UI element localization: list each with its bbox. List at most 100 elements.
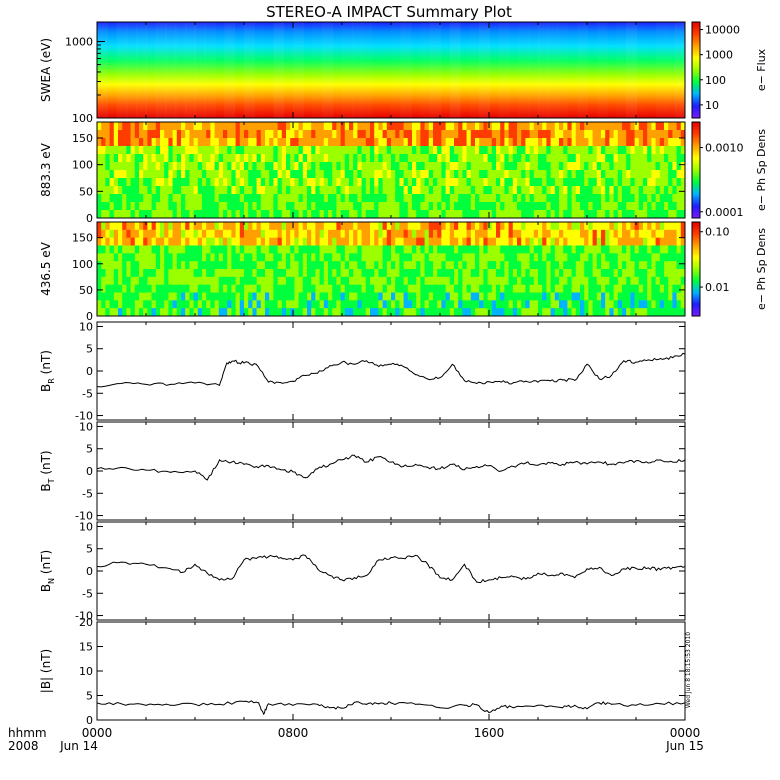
spectrogram-cell [437,245,442,254]
spectrogram-cell [546,261,552,270]
spectrogram-cell [336,284,342,294]
spectrogram-cell [382,300,388,309]
spectrogram-cell [449,237,455,247]
spectrogram-cell [647,122,652,131]
spectrogram-cell [151,210,157,218]
spectrogram-cell [672,284,678,294]
spectrogram-cell [235,261,241,270]
spectrogram-cell [126,146,132,155]
spectrogram-cell [592,253,598,262]
spectrogram-cell [563,222,568,231]
spectrogram-cell [185,222,190,231]
spectrogram-cell [315,292,321,301]
spectrogram-cell [651,194,657,203]
spectrogram-cell [328,154,333,163]
spectrogram-cell [517,222,522,231]
spectrogram-cell [332,178,337,187]
spectrogram-cell [281,276,287,286]
spectrogram-cell [680,130,685,139]
spectrogram-cell [332,202,337,211]
spectrogram-cell [634,210,640,218]
spectrogram-cell [202,122,207,131]
y-tick-label: 0 [86,365,93,378]
spectrogram-cell [122,292,127,301]
spectrogram-cell [143,284,148,294]
spectrogram-cell [210,202,216,211]
spectrogram-cell [601,276,606,286]
spectrogram-cell [466,276,472,286]
spectrogram-cell [491,237,497,247]
spectrogram-cell [517,237,522,247]
spectrogram-cell [487,229,493,239]
spectrogram-cell [613,284,619,294]
spectrogram-cell [307,162,312,171]
spectrogram-cell [395,253,400,262]
spectrogram-cell [617,154,623,163]
swea-column [97,22,108,118]
spectrogram-cell [244,245,249,254]
spectrogram-cell [554,154,560,163]
spectrogram-cell [302,210,308,218]
spectrogram-cell [508,245,514,254]
spectrogram-cell [185,292,190,301]
spectrogram-cell [378,154,384,163]
spectrogram-cell [315,122,321,131]
spectrogram-cell [181,292,186,301]
data-point [329,365,331,367]
spectrogram-cell [294,253,300,262]
spectrogram-cell [374,146,379,155]
spectrogram-cell [466,261,472,270]
spectrogram-cell [197,210,203,218]
spectrogram-cell [210,194,216,203]
spectrogram-cell [370,178,375,187]
spectrogram-cell [382,237,388,247]
data-point [170,383,171,385]
spectrogram-cell [470,300,476,309]
spectrogram-cell [554,245,560,254]
spectrogram-cell [445,229,451,239]
spectrogram-cell [395,202,400,211]
spectrogram-cell [281,292,287,301]
spectrogram-cell [395,276,400,286]
spectrogram-cell [626,261,631,270]
spectrogram-cell [151,237,157,247]
spectrogram-cell [323,284,329,294]
spectrogram-cell [248,284,253,294]
spectrogram-cell [218,202,224,211]
spectrogram-cell [441,308,447,316]
spectrogram-cell [668,245,673,254]
spectrogram-cell [613,245,619,254]
spectrogram-cell [550,269,556,278]
footer-date-right: Jun 15 [665,739,704,753]
spectrogram-cell [462,222,468,231]
spectrogram-cell [622,276,627,286]
spectrogram-cell [659,186,665,195]
spectrogram-cell [491,170,497,179]
spectrogram-cell [151,138,157,147]
spectrogram-cell [580,162,585,171]
spectrogram-cell [550,186,556,195]
spectrogram-cell [168,245,174,254]
spectrogram-cell [525,194,531,203]
spectrogram-cell [437,284,442,294]
spectrogram-cell [391,229,396,239]
spectrogram-cell [231,138,237,147]
spectrogram-cell [563,154,568,163]
spectrogram-cell [155,154,161,163]
spectrogram-cell [118,146,123,155]
data-point [574,577,576,579]
spectrogram-cell [428,269,434,278]
spectrogram-cell [353,308,358,316]
spectrogram-cell [609,130,615,139]
spectrogram-cell [617,186,623,195]
spectrogram-cell [643,146,648,155]
spectrogram-cell [466,245,472,254]
spectrogram-cell [483,292,489,301]
swea-column [195,22,206,118]
spectrogram-cell [265,261,270,270]
spectrogram-cell [290,253,295,262]
data-point [341,707,343,709]
spectrogram-cell [491,308,497,316]
spectrogram-cell [126,194,132,203]
spectrogram-cell [248,245,253,254]
